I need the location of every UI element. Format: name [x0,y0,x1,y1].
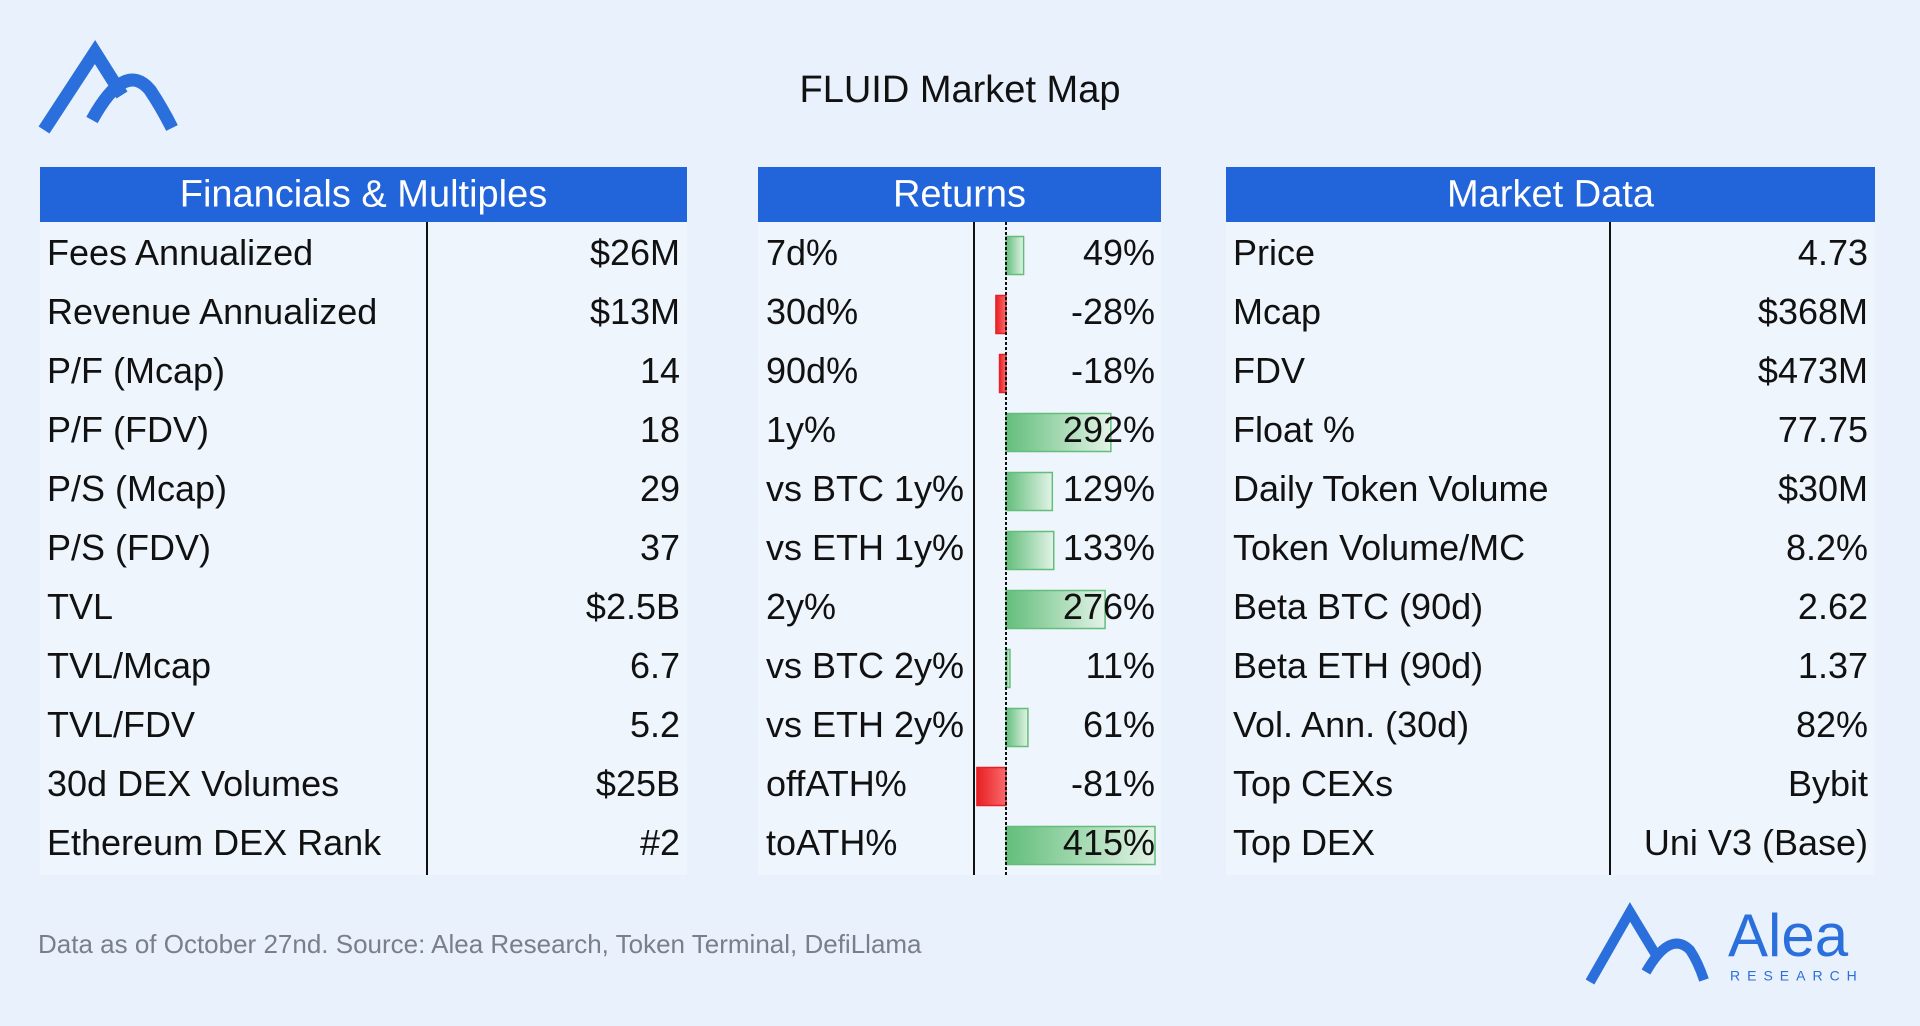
table-header [1226,167,1875,222]
row-value: #2 [640,822,680,863]
row-value: 2.62 [1798,586,1868,627]
row-label: Mcap [1233,291,1321,332]
row-value: 18 [640,409,680,450]
row-value: $473M [1758,350,1868,391]
table-title: Returns [893,174,1026,216]
row-label: Token Volume/MC [1233,527,1525,568]
source-note: Data as of October 27nd. Source: Alea Re… [38,929,922,959]
row-value: 6.7 [630,645,680,686]
row-value: -81% [1071,763,1155,804]
row-label: Vol. Ann. (30d) [1233,704,1469,745]
return-bar [1005,530,1055,571]
row-value: 133% [1063,527,1155,568]
row-label: Price [1233,232,1315,273]
row-label: vs ETH 1y% [766,527,964,568]
row-label: FDV [1233,350,1305,391]
row-label: vs BTC 1y% [766,468,964,509]
table-body [758,222,1161,875]
row-value: 276% [1063,586,1155,627]
row-value: 415% [1063,822,1155,863]
row-value: $25B [596,763,680,804]
row-label: 2y% [766,586,836,627]
row-label: Daily Token Volume [1233,468,1549,509]
return-bar [1005,412,1112,453]
row-value: -28% [1071,291,1155,332]
brand-mark [1585,902,1709,985]
row-label: Top CEXs [1233,763,1393,804]
row-value: 14 [640,350,680,391]
row-label: 90d% [766,350,858,391]
row-label: vs BTC 2y% [766,645,964,686]
brand-sub: RESEARCH [1730,968,1864,984]
row-label: P/S (Mcap) [47,468,227,509]
row-label: Revenue Annualized [47,291,377,332]
row-label: Float % [1233,409,1355,450]
brand-name: Alea [1728,902,1849,969]
row-label: P/S (FDV) [47,527,211,568]
row-label: toATH% [766,822,897,863]
row-value: 77.75 [1778,409,1868,450]
row-value: $13M [590,291,680,332]
return-bar [1005,471,1054,512]
row-value: 5.2 [630,704,680,745]
row-value: 292% [1063,409,1155,450]
row-label: vs ETH 2y% [766,704,964,745]
row-value: $26M [590,232,680,273]
row-label: Fees Annualized [47,232,313,273]
row-value: 29 [640,468,680,509]
row-label: Ethereum DEX Rank [47,822,382,863]
row-label: Beta ETH (90d) [1233,645,1483,686]
row-label: 30d DEX Volumes [47,763,339,804]
row-label: TVL [47,586,113,627]
brand-logo: Alea RESEARCH [1585,902,1864,985]
row-label: P/F (Mcap) [47,350,225,391]
row-value: 129% [1063,468,1155,509]
table-header [758,167,1161,222]
row-label: TVL/Mcap [47,645,211,686]
logo [38,39,178,134]
row-value: $2.5B [586,586,680,627]
row-label: 7d% [766,232,838,273]
row-value: 4.73 [1798,232,1868,273]
row-value: 82% [1796,704,1868,745]
row-value: 37 [640,527,680,568]
return-bar [1005,235,1025,276]
row-value: $368M [1758,291,1868,332]
row-label: P/F (FDV) [47,409,209,450]
table-body [1226,222,1875,875]
title: FLUID Market Map [800,69,1121,111]
row-value: Bybit [1788,763,1868,804]
row-value: 8.2% [1786,527,1868,568]
row-value: $30M [1778,468,1868,509]
table-body [40,222,687,875]
table-header [40,167,687,222]
row-value: Uni V3 (Base) [1644,822,1868,863]
return-bar [1005,825,1156,866]
row-label: Beta BTC (90d) [1233,586,1483,627]
return-bar [995,294,1007,335]
row-label: 30d% [766,291,858,332]
return-bar [1005,707,1029,748]
table-title: Market Data [1447,174,1655,216]
row-value: 11% [1086,645,1155,686]
return-bar [976,766,1007,807]
row-value: -18% [1071,350,1155,391]
table-title: Financials & Multiples [180,174,547,216]
row-value: 61% [1083,704,1155,745]
row-label: offATH% [766,763,907,804]
row-label: TVL/FDV [47,704,195,745]
row-value: 49% [1083,232,1155,273]
row-label: 1y% [766,409,836,450]
row-value: 1.37 [1798,645,1868,686]
row-label: Top DEX [1233,822,1375,863]
